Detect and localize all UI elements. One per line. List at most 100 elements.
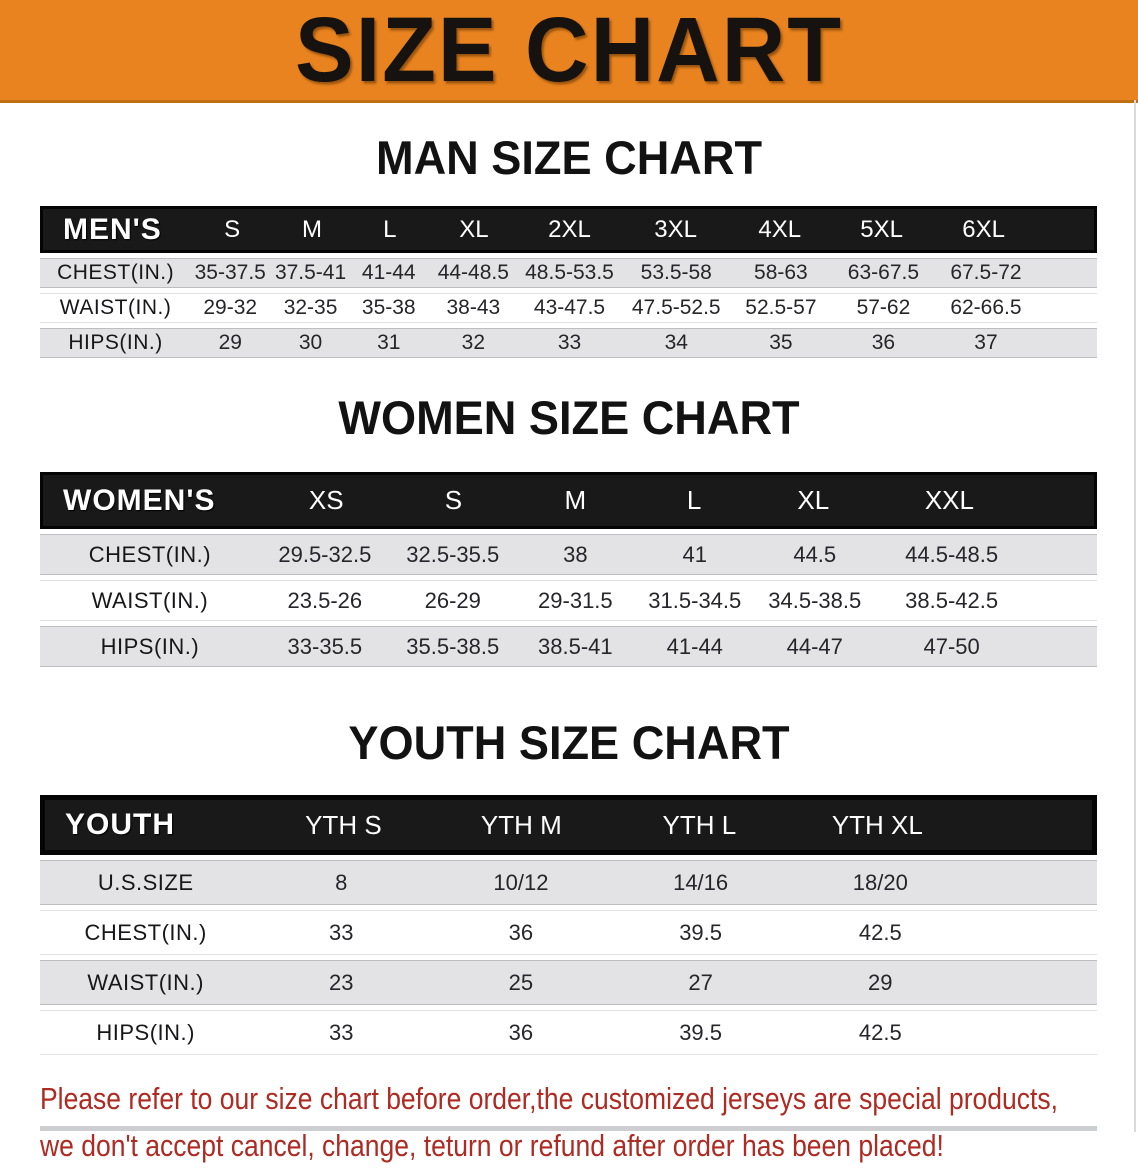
size-value: 35-38 bbox=[361, 296, 416, 319]
size-value: 32 bbox=[461, 331, 485, 354]
men-waist-row: WAIST(IN.) 29-32 32-35 35-38 38-43 43-47… bbox=[40, 293, 1097, 323]
size-value: 29.5-32.5 bbox=[278, 541, 372, 567]
size-value: 43-47.5 bbox=[533, 296, 606, 319]
size-value: 37.5-41 bbox=[274, 261, 347, 284]
size-value: 33 bbox=[557, 331, 582, 354]
men-table-label: MEN'S bbox=[63, 212, 162, 246]
disclaimer-line-1: Please refer to our size chart before or… bbox=[40, 1081, 1058, 1116]
size-value: 10/12 bbox=[493, 869, 549, 895]
section-title-women: WOMEN SIZE CHART bbox=[338, 391, 800, 444]
size-value: 29 bbox=[868, 969, 893, 995]
men-hips-row: HIPS(IN.) 29 30 31 32 33 34 35 36 37 bbox=[40, 328, 1097, 358]
youth-hips-row: HIPS(IN.) 33 36 39.5 42.5 bbox=[40, 1010, 1097, 1055]
youth-col-l: YTH L bbox=[662, 809, 737, 840]
size-value: 33-35.5 bbox=[287, 633, 363, 659]
size-value: 26-29 bbox=[424, 587, 481, 613]
size-value: 39.5 bbox=[679, 1019, 723, 1045]
women-waist-row: WAIST(IN.) 23.5-26 26-29 29-31.5 31.5-34… bbox=[40, 580, 1097, 621]
men-col-2xl: 2XL bbox=[548, 215, 591, 243]
size-value: 36 bbox=[508, 919, 534, 945]
size-value: 52.5-57 bbox=[745, 296, 817, 319]
youth-table-header: YOUTH YTH S YTH M YTH L YTH XL bbox=[40, 795, 1097, 855]
size-value: 32-35 bbox=[283, 296, 338, 319]
size-value: 25 bbox=[508, 969, 534, 995]
size-value: 8 bbox=[335, 869, 348, 895]
women-col-l: L bbox=[686, 485, 702, 515]
size-value: 38-43 bbox=[446, 296, 501, 319]
size-value: 36 bbox=[871, 331, 896, 354]
size-value: 31.5-34.5 bbox=[648, 587, 742, 613]
men-col-6xl: 6XL bbox=[962, 215, 1005, 243]
size-value: 47-50 bbox=[923, 633, 980, 659]
row-label: CHEST(IN.) bbox=[88, 541, 212, 567]
size-value: 29-32 bbox=[203, 296, 258, 319]
size-value: 47.5-52.5 bbox=[631, 296, 721, 319]
size-value: 35.5-38.5 bbox=[406, 633, 500, 659]
size-value: 35 bbox=[769, 331, 793, 354]
men-col-xl: XL bbox=[459, 215, 489, 243]
women-col-xxl: XXL bbox=[924, 485, 974, 515]
men-col-5xl: 5XL bbox=[860, 215, 903, 243]
size-value: 31 bbox=[377, 331, 401, 354]
men-col-s: S bbox=[224, 215, 241, 243]
size-value: 57-62 bbox=[856, 296, 911, 319]
row-label: HIPS(IN.) bbox=[68, 331, 163, 354]
size-value: 44-47 bbox=[786, 633, 843, 659]
row-label: U.S.SIZE bbox=[97, 869, 194, 895]
row-label: WAIST(IN.) bbox=[91, 587, 209, 613]
women-hips-row: HIPS(IN.) 33-35.5 35.5-38.5 38.5-41 41-4… bbox=[40, 626, 1097, 667]
size-value: 42.5 bbox=[858, 1019, 902, 1045]
size-value: 37 bbox=[974, 331, 998, 354]
women-col-s: S bbox=[444, 485, 463, 515]
row-label: HIPS(IN.) bbox=[96, 1019, 195, 1045]
women-table-header: WOMEN'S XS S M L XL XXL bbox=[40, 472, 1097, 529]
size-value: 38.5-41 bbox=[538, 633, 613, 659]
size-value: 39.5 bbox=[679, 919, 723, 945]
banner: SIZE CHART bbox=[0, 0, 1138, 103]
youth-table-label: YOUTH bbox=[65, 808, 175, 841]
size-value: 30 bbox=[298, 331, 323, 354]
men-col-l: L bbox=[383, 215, 397, 243]
youth-col-xl: YTH XL bbox=[831, 809, 923, 840]
section-title-man: MAN SIZE CHART bbox=[375, 131, 763, 184]
size-value: 41-44 bbox=[666, 633, 723, 659]
size-value: 34 bbox=[664, 331, 688, 354]
size-value: 62-66.5 bbox=[950, 296, 1022, 319]
men-col-m: M bbox=[302, 215, 323, 243]
row-label: WAIST(IN.) bbox=[59, 296, 172, 319]
row-label: CHEST(IN.) bbox=[57, 261, 175, 284]
size-value: 41-44 bbox=[361, 261, 416, 284]
women-chest-row: CHEST(IN.) 29.5-32.5 32.5-35.5 38 41 44.… bbox=[40, 534, 1097, 575]
right-edge-line bbox=[1134, 100, 1136, 1132]
size-value: 29-31.5 bbox=[538, 587, 613, 613]
section-title-youth: YOUTH SIZE CHART bbox=[348, 716, 790, 769]
youth-waist-row: WAIST(IN.) 23 25 27 29 bbox=[40, 960, 1097, 1005]
women-col-m: M bbox=[564, 485, 587, 515]
size-value: 53.5-58 bbox=[640, 261, 712, 284]
size-value: 63-67.5 bbox=[847, 261, 920, 284]
size-value: 42.5 bbox=[858, 919, 902, 945]
youth-col-m: YTH M bbox=[480, 809, 562, 840]
size-value: 27 bbox=[688, 969, 713, 995]
size-value: 44.5-48.5 bbox=[905, 541, 999, 567]
size-value: 48.5-53.5 bbox=[525, 261, 614, 284]
banner-title: SIZE CHART bbox=[295, 0, 843, 101]
row-label: CHEST(IN.) bbox=[84, 919, 207, 945]
women-col-xl: XL bbox=[797, 485, 830, 515]
size-value: 33 bbox=[328, 1019, 354, 1045]
row-label: HIPS(IN.) bbox=[100, 633, 200, 659]
row-label: WAIST(IN.) bbox=[87, 969, 204, 995]
bottom-edge-strip bbox=[40, 1126, 1097, 1131]
size-value: 32.5-35.5 bbox=[406, 541, 500, 567]
size-value: 23 bbox=[328, 969, 354, 995]
youth-size-table: YOUTH YTH S YTH M YTH L YTH XL U.S.SIZE … bbox=[40, 795, 1097, 1055]
size-value: 36 bbox=[508, 1019, 534, 1045]
men-col-4xl: 4XL bbox=[758, 215, 802, 243]
men-col-3xl: 3XL bbox=[654, 215, 697, 243]
youth-ussize-row: U.S.SIZE 8 10/12 14/16 18/20 bbox=[40, 860, 1097, 905]
size-value: 33 bbox=[328, 919, 354, 945]
men-chest-row: CHEST(IN.) 35-37.5 37.5-41 41-44 44-48.5… bbox=[40, 258, 1097, 288]
women-col-xs: XS bbox=[308, 485, 344, 515]
size-value: 41 bbox=[682, 541, 708, 567]
size-value: 29 bbox=[218, 331, 242, 354]
